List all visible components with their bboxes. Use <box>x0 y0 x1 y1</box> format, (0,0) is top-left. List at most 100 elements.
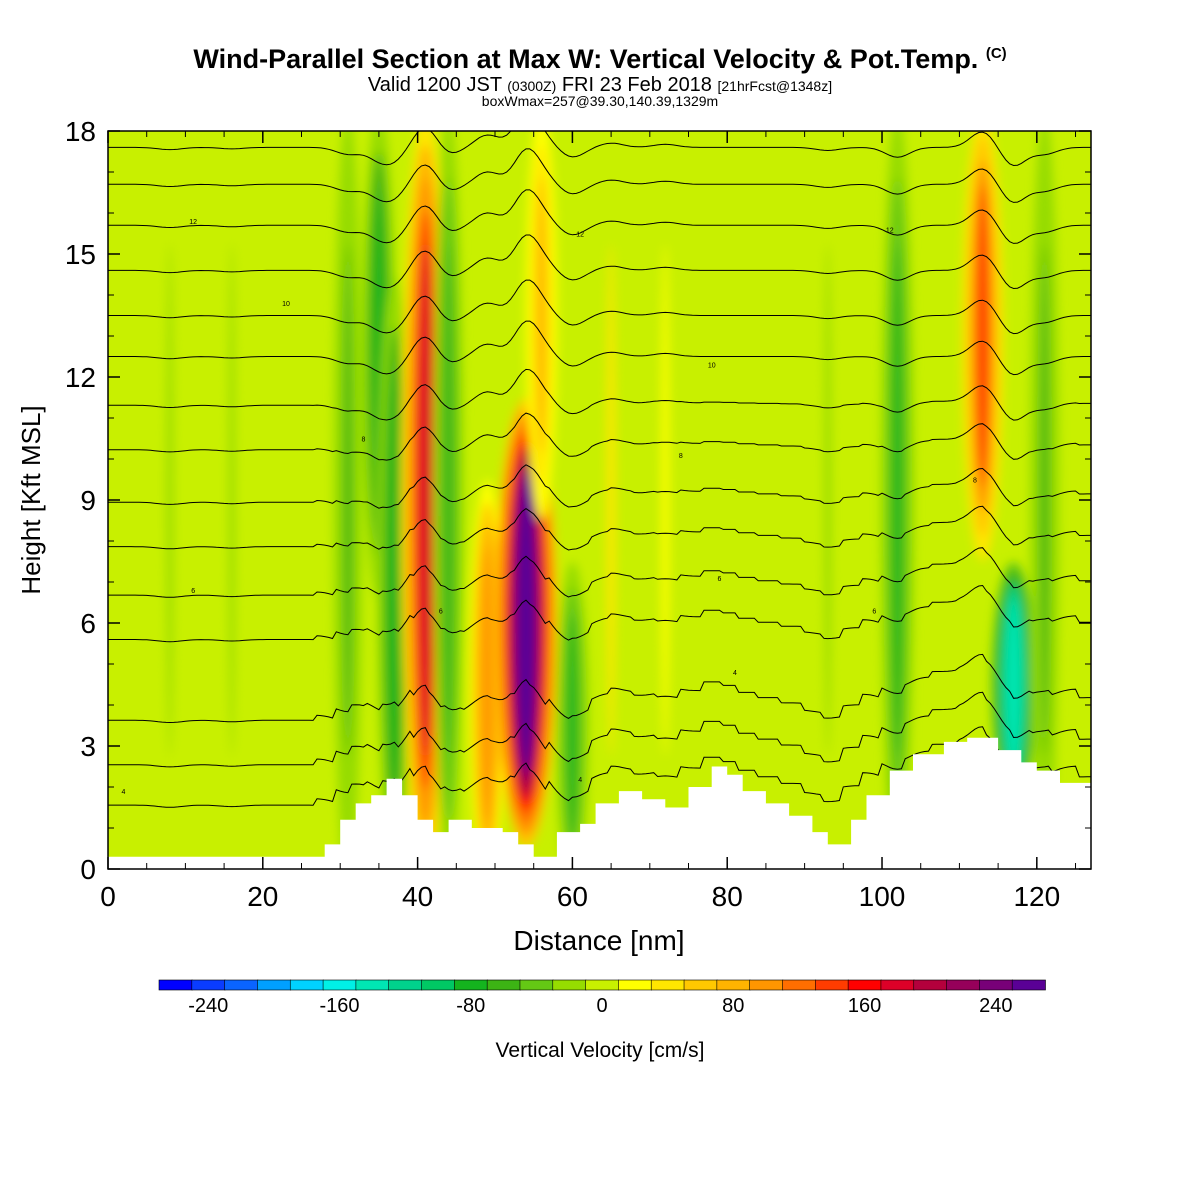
y-tick-label: 0 <box>80 854 96 885</box>
valid-prefix: Valid 1200 JST <box>367 74 502 96</box>
colorbar-tick-label: -160 <box>319 995 359 1017</box>
x-tick-label: 100 <box>859 881 906 912</box>
theta-contour-label-7: 8 <box>679 453 683 460</box>
velocity-band-10-2 <box>567 613 578 838</box>
x-tick-label: 60 <box>557 881 588 912</box>
colorbar-swatch <box>388 979 423 991</box>
theta-contour-13 <box>108 148 1091 203</box>
colorbar-swatch <box>913 979 948 991</box>
velocity-band-1-1 <box>228 243 236 757</box>
theta-contour-label-4: 6 <box>872 609 876 616</box>
velocity-band-16-4 <box>1006 598 1021 771</box>
theta-contour-label-12: 12 <box>189 219 197 226</box>
velocity-band-15-3 <box>976 184 989 488</box>
theta-contour-12 <box>108 189 1091 244</box>
velocity-band-8-6 <box>516 471 536 775</box>
theta-contour-14 <box>108 131 1091 167</box>
theta-contour-9 <box>108 320 1091 376</box>
colorbar-tick-label: 80 <box>722 995 744 1017</box>
colorbar-swatch <box>814 979 849 991</box>
theta-contours: 4 4 4 6 6 6 6 8 8 8 10 10 12 12 12 <box>108 131 1091 808</box>
theta-contour-1 <box>108 691 1091 768</box>
theta-contour-label-9: 8 <box>361 437 365 444</box>
colorbar-tick-label: 0 <box>596 995 607 1017</box>
colorbar-swatch <box>618 979 653 991</box>
velocity-band-7-3 <box>481 546 493 823</box>
theta-contour-label-14: 12 <box>576 232 584 239</box>
colorbar-swatch <box>421 979 456 991</box>
plot-area: 4 4 4 6 6 6 6 8 8 8 10 10 12 12 12 <box>107 130 1092 870</box>
velocity-band-4-2 <box>389 378 400 786</box>
colorbar-swatch <box>1011 979 1046 991</box>
velocity-band-12-1 <box>661 243 669 757</box>
colorbar-swatch <box>880 979 915 991</box>
theta-contour-label-13: 12 <box>886 227 894 234</box>
velocity-band-2-1 <box>343 243 353 757</box>
colorbar-tick-label: -80 <box>456 995 485 1017</box>
theta-contour-label-0: 4 <box>122 789 126 796</box>
box-info: boxWmax=257@39.30,140.39,1329m <box>481 93 719 109</box>
y-tick-label: 18 <box>65 116 96 147</box>
copyright-mark: (C) <box>985 45 1007 62</box>
valid-utc: (0300Z) <box>507 78 557 94</box>
colorbar-swatch <box>979 979 1013 991</box>
theta-contour-label-10: 10 <box>708 363 716 370</box>
theta-contour-label-3: 6 <box>439 609 443 616</box>
chart-title-text: Wind-Parallel Section at Max W: Vertical… <box>193 44 979 74</box>
theta-contour-6 <box>108 464 1091 509</box>
x-tick-label: 20 <box>247 881 278 912</box>
colorbar-swatch <box>191 979 226 991</box>
velocity-band-13-1 <box>824 243 832 757</box>
y-tick-label: 15 <box>65 239 96 270</box>
colorbar-swatch <box>716 979 751 991</box>
colorbar-tick-label: 240 <box>979 995 1012 1017</box>
colorbar-swatch <box>585 979 620 991</box>
velocity-band-5-4 <box>418 243 433 757</box>
colorbar-swatch <box>454 979 488 991</box>
theta-contour-2 <box>108 653 1091 724</box>
colorbar-swatch <box>289 979 324 991</box>
colorbar-swatch <box>158 979 193 991</box>
chart-title: Wind-Parallel Section at Max W: Vertical… <box>0 44 1200 75</box>
velocity-band-11-1 <box>607 243 615 757</box>
colorbar-swatch <box>519 979 554 991</box>
colorbar: -240 -160 -80 0 80 160 240 <box>158 979 1046 1017</box>
colorbar-tick-label: 160 <box>848 995 881 1017</box>
velocity-band-14-2 <box>892 243 903 757</box>
colorbar-swatch <box>749 979 784 991</box>
colorbar-swatch <box>946 979 981 991</box>
velocity-band-17-1 <box>1040 243 1049 757</box>
colorbar-swatch <box>782 979 817 991</box>
colorbar-swatch <box>257 979 292 991</box>
theta-contour-7 <box>108 412 1091 461</box>
x-tick-label: 40 <box>402 881 433 912</box>
theta-contour-label-2: 4 <box>733 670 737 677</box>
theta-contour-0 <box>108 726 1091 808</box>
valid-date: FRI 23 Feb 2018 <box>561 74 712 96</box>
theta-contour-3 <box>108 584 1091 643</box>
theta-contour-10 <box>108 279 1091 335</box>
theta-contour-5 <box>108 505 1091 551</box>
colorbar-swatch <box>650 979 685 991</box>
theta-contour-label-5: 6 <box>718 576 722 583</box>
y-axis-label: Height [Kft MSL] <box>16 405 46 594</box>
y-tick-label: 6 <box>80 608 96 639</box>
theta-contour-label-1: 4 <box>578 777 582 784</box>
velocity-band-0-1 <box>166 243 174 757</box>
y-tick-label: 3 <box>80 731 96 762</box>
chart-subtitle: Valid 1200 JST (0300Z) FRI 23 Feb 2018 [… <box>0 74 1200 97</box>
colorbar-swatch <box>486 979 521 991</box>
theta-contour-label-8: 8 <box>973 478 977 485</box>
terrain <box>108 737 1091 869</box>
x-tick-label: 120 <box>1013 881 1060 912</box>
y-tick-label: 12 <box>65 362 96 393</box>
theta-contour-label-11: 10 <box>282 301 290 308</box>
colorbar-swatch <box>322 979 357 991</box>
axes: 0 20 40 60 80 100 120 0 3 6 9 12 15 18 <box>65 116 1091 912</box>
y-tick-label: 9 <box>80 485 96 516</box>
theta-contour-4 <box>108 547 1091 598</box>
x-axis-label: Distance [nm] <box>513 925 684 956</box>
velocity-field <box>158 131 1060 869</box>
colorbar-swatch <box>552 979 587 991</box>
